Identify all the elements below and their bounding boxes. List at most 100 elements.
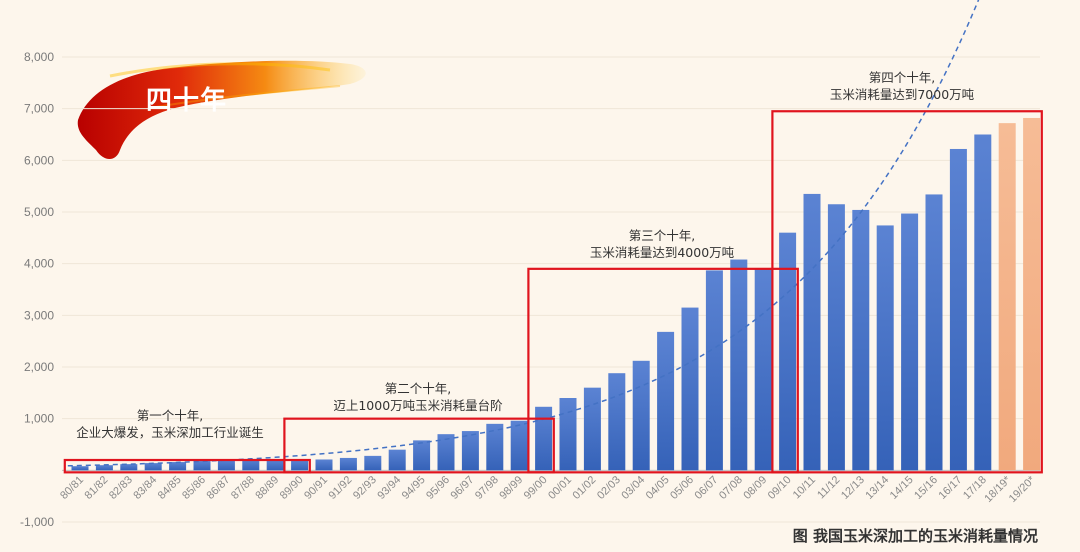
x-tick-label: 04/05 [644,474,672,502]
x-tick-label: 15/16 [912,474,940,502]
y-tick-label: 1,000 [24,412,54,426]
bar [876,225,894,471]
decade-box-3 [527,267,799,474]
x-tick-label: 01/02 [571,474,599,502]
bar [461,431,479,471]
x-tick-label: 03/04 [619,474,647,502]
x-tick-label: 13/14 [863,474,891,502]
bar [632,360,650,471]
annotation-4-line2: 玉米消耗量达到7000万吨 [830,87,975,102]
bar-forecast [998,123,1016,471]
bar [144,463,162,471]
bar [559,398,577,471]
bar [193,461,211,471]
bar [827,204,845,471]
annotation-2-line1: 第二个十年, [385,381,451,396]
bar [291,460,309,471]
x-tick-label: 16/17 [937,474,965,502]
x-tick-label: 84/85 [156,474,184,502]
bar [681,307,699,471]
x-tick-label: 00/01 [546,474,574,502]
bar [803,193,821,471]
bar [754,268,772,471]
x-tick-label: 02/03 [595,474,623,502]
x-tick-label: 82/83 [107,474,135,502]
y-tick-label: -1,000 [20,515,54,529]
x-tick-label: 85/86 [180,474,208,502]
y-tick-label: 7,000 [24,102,54,116]
annotation-3-line2: 玉米消耗量达到4000万吨 [590,245,735,260]
annotation-4-line1: 第四个十年, [869,70,935,85]
bar [71,466,89,471]
bar [413,440,431,471]
x-tick-label: 80/81 [58,474,86,502]
x-tick-label: 08/09 [741,474,769,502]
x-tick-label: 98/99 [497,474,525,502]
bar [535,406,553,471]
bar [657,331,675,471]
bar [437,434,455,471]
bar [339,457,357,471]
x-tick-label: 89/90 [278,474,306,502]
x-tick-label: 07/08 [717,474,745,502]
annotation-3-line1: 第三个十年, [629,228,695,243]
x-tick-label: 06/07 [693,474,721,502]
x-tick-label: 91/92 [327,474,355,502]
y-axis-ticks: -1,000 1,000 2,000 3,000 4,000 5,000 6,000 7,00… [20,50,54,529]
badge-brush-stroke [77,60,366,159]
bar [949,148,967,471]
x-tick-label: 93/94 [375,474,403,502]
annotation-1-line2: 企业大爆发，玉米深加工行业诞生 [76,425,264,440]
bar [925,194,943,471]
bar [364,455,382,471]
bar [242,458,260,471]
bar [583,387,601,471]
x-tick-label: 97/98 [473,474,501,502]
bar [730,259,748,471]
y-tick-label: 5,000 [24,205,54,219]
bar [169,462,187,471]
decade-box-4 [771,110,1043,474]
y-tick-label: 3,000 [24,308,54,322]
x-tick-label: 88/89 [253,474,281,502]
annotation-2-line2: 迈上1000万吨玉米消耗量台阶 [333,398,503,413]
x-tick-label: 12/13 [839,474,867,502]
x-tick-label: 92/93 [351,474,379,502]
x-tick-label: 86/87 [205,474,233,502]
bar [315,459,333,471]
x-tick-label: 95/96 [424,474,452,502]
x-tick-label: 96/97 [449,474,477,502]
decade-boxes [63,110,1043,474]
figure-caption: 图 我国玉米深加工的玉米消耗量情况 [792,527,1038,545]
x-axis-ticks: 80/8181/8282/8383/8484/8585/8686/8787/88… [58,473,1038,504]
bar [901,213,919,471]
bar [266,460,284,471]
decade-box-1 [63,458,311,474]
x-tick-label: 83/84 [131,474,159,502]
bar [388,449,406,471]
y-tick-label: 4,000 [24,257,54,271]
x-tick-label: 87/88 [229,474,257,502]
y-tick-label: 8,000 [24,50,54,64]
bar [974,134,992,471]
bar [217,460,235,471]
x-tick-label: 05/06 [668,474,696,502]
bar [510,420,528,471]
x-tick-label: 11/12 [815,474,842,501]
x-tick-label: 81/82 [83,474,111,502]
bar [608,373,626,471]
x-tick-label: 90/91 [302,474,330,502]
y-tick-label: 6,000 [24,153,54,167]
bar [120,464,138,471]
y-tick-label: 2,000 [24,360,54,374]
badge-text: 四十年 [146,86,228,116]
bar-forecast [1023,117,1041,471]
x-tick-label: 14/15 [888,474,916,502]
decade-annotations: 第一个十年, 企业大爆发，玉米深加工行业诞生 第二个十年, 迈上1000万吨玉米… [76,70,974,440]
bar [779,232,797,471]
x-tick-label: 10/11 [791,474,818,501]
x-tick-label: 99/00 [522,474,550,502]
x-tick-label: 09/10 [766,474,794,502]
bars-group [71,117,1041,471]
bar [486,423,504,471]
